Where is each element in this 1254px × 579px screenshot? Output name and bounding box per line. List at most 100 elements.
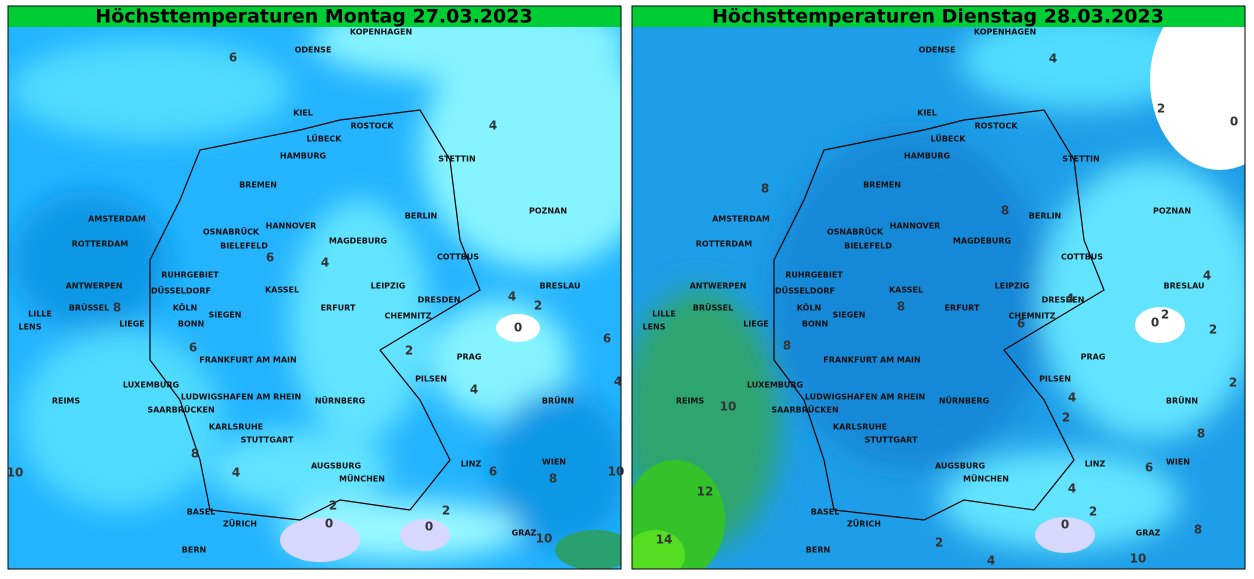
- city-label: SAARBRÜCKEN: [771, 405, 838, 415]
- contour-label: 2: [935, 536, 943, 550]
- contour-label: 6: [229, 51, 237, 65]
- city-label: BERN: [182, 546, 206, 555]
- contour-label: 0: [1230, 115, 1238, 129]
- contour-label: 4: [470, 383, 478, 397]
- city-label: LÜBECK: [307, 134, 343, 144]
- contour-label: 2: [1229, 376, 1237, 390]
- city-label: SIEGEN: [833, 311, 866, 320]
- city-label: STETTIN: [1062, 155, 1099, 164]
- city-label: ROSTOCK: [350, 122, 394, 131]
- city-label: KASSEL: [265, 286, 299, 295]
- contour-label: 4: [1066, 292, 1074, 306]
- contour-label: 14: [656, 533, 673, 547]
- city-label: STETTIN: [438, 155, 475, 164]
- map-left-background: [8, 27, 621, 569]
- city-label: LEIPZIG: [371, 282, 406, 291]
- city-label: BIELEFELD: [220, 242, 268, 251]
- city-label: BREMEN: [239, 181, 277, 190]
- title-bar: [8, 6, 621, 27]
- city-label: BONN: [802, 320, 828, 329]
- contour-label: 4: [1068, 482, 1076, 496]
- city-label: MÜNCHEN: [339, 474, 385, 484]
- city-label: AUGSBURG: [311, 462, 361, 471]
- city-label: BIELEFELD: [844, 242, 892, 251]
- city-label: AMSTERDAM: [88, 215, 146, 224]
- city-label: CHEMNITZ: [1009, 312, 1056, 321]
- city-label: GRAZ: [1136, 529, 1161, 538]
- contour-label: 0: [425, 520, 433, 534]
- city-label: LIEGE: [119, 320, 145, 329]
- city-label: LINZ: [461, 460, 482, 469]
- borders: [149, 109, 1105, 521]
- city-label: ODENSE: [295, 46, 332, 55]
- city-label: ZÜRICH: [223, 519, 257, 529]
- contour-label: 8: [1001, 204, 1009, 218]
- contour-label: 2: [1209, 323, 1217, 337]
- contour-label: 4: [1068, 391, 1076, 405]
- city-label: LUXEMBURG: [123, 381, 179, 390]
- city-label: REIMS: [676, 397, 705, 406]
- city-label: OSNABRÜCK: [827, 227, 884, 237]
- city-label: HAMBURG: [280, 152, 326, 161]
- city-label: ROTTERDAM: [72, 240, 129, 249]
- contour-label: 4: [614, 375, 622, 389]
- city-label: POZNAN: [529, 207, 567, 216]
- city-label: STUTTGART: [241, 436, 294, 445]
- map-right-background: [632, 27, 1245, 569]
- city-label: OSNABRÜCK: [203, 227, 260, 237]
- contour-label: 10: [7, 466, 24, 480]
- city-label: BRÜNN: [1166, 396, 1198, 406]
- contour-label: 10: [1130, 552, 1147, 566]
- city-label: ANTWERPEN: [690, 282, 747, 291]
- contour-label: 2: [329, 499, 337, 513]
- contour-label: 6: [603, 332, 611, 346]
- city-label: KIEL: [917, 109, 937, 118]
- city-label: BREMEN: [863, 181, 901, 190]
- panel-frame: [7, 5, 622, 570]
- city-label: BERLIN: [405, 212, 438, 221]
- city-label: KOPENHAGEN: [974, 28, 1036, 37]
- city-label: BRESLAU: [539, 282, 580, 291]
- contour-label: 8: [761, 182, 769, 196]
- city-label: BERN: [806, 546, 830, 555]
- contour-label: 8: [549, 472, 557, 486]
- contour-label: 0: [1061, 518, 1069, 532]
- contour-label: 2: [534, 299, 542, 313]
- contour-label: 2: [1089, 505, 1097, 519]
- city-label: ROTTERDAM: [696, 240, 753, 249]
- contour-label: 6: [1145, 461, 1153, 475]
- city-label: HANNOVER: [266, 222, 317, 231]
- city-label: LEIPZIG: [995, 282, 1030, 291]
- contour-label: 2: [442, 504, 450, 518]
- contour-label: 8: [1194, 523, 1202, 537]
- contour-label: 6: [1017, 317, 1025, 331]
- contour-label: 4: [987, 554, 995, 568]
- city-label: FRANKFURT AM MAIN: [199, 356, 296, 365]
- city-label: NÜRNBERG: [939, 396, 989, 406]
- city-label: LÜBECK: [931, 134, 967, 144]
- city-label: COTTBUS: [437, 253, 479, 262]
- city-label: PILSEN: [415, 375, 447, 384]
- city-label: WIEN: [542, 458, 566, 467]
- map-title: Höchsttemperaturen Dienstag 28.03.2023: [712, 6, 1164, 28]
- contour-label: 6: [489, 465, 497, 479]
- city-label: HAMBURG: [904, 152, 950, 161]
- contour-label: 4: [232, 466, 240, 480]
- city-label: AMSTERDAM: [712, 215, 770, 224]
- city-label: KASSEL: [889, 286, 923, 295]
- city-label: LIEGE: [743, 320, 769, 329]
- city-label: WIEN: [1166, 458, 1190, 467]
- city-label: BRÜSSEL: [69, 303, 109, 313]
- contour-label: 6: [266, 251, 274, 265]
- city-label: LUXEMBURG: [747, 381, 803, 390]
- city-label: ODENSE: [919, 46, 956, 55]
- contour-label: 10: [608, 465, 625, 479]
- city-label: DRESDEN: [418, 296, 461, 305]
- city-label: KIEL: [293, 109, 313, 118]
- contour-label: 8: [191, 447, 199, 461]
- contour-label: 8: [783, 339, 791, 353]
- contour-label: 4: [508, 290, 516, 304]
- city-label: BRÜSSEL: [693, 303, 733, 313]
- city-label: LINZ: [1085, 460, 1106, 469]
